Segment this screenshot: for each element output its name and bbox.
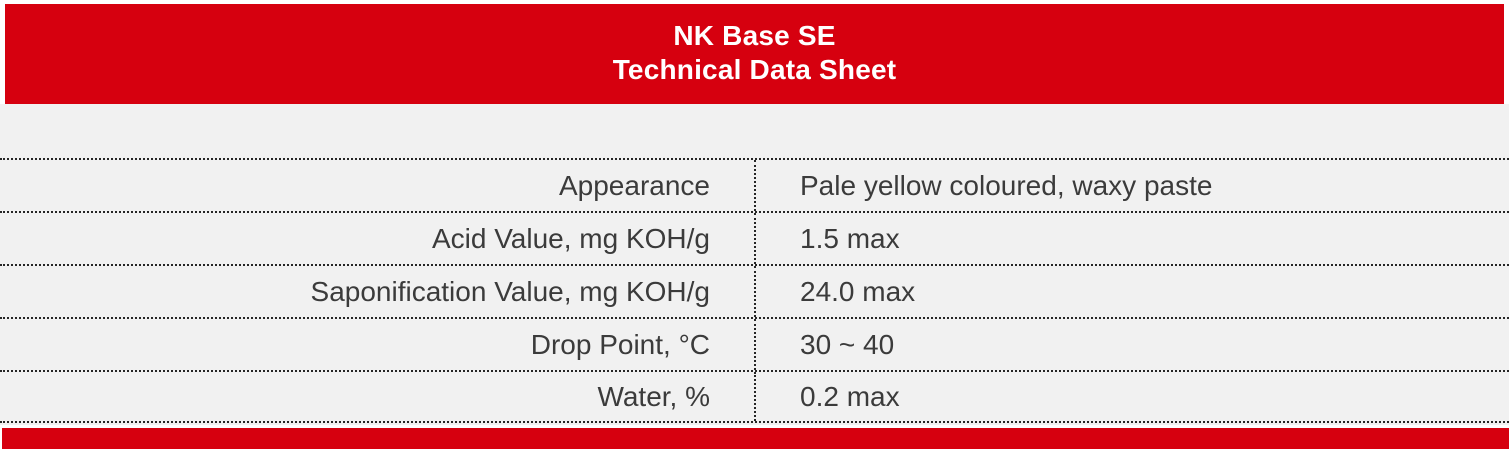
property-value: 30 ~ 40 <box>754 319 1509 370</box>
property-label: Drop Point, °C <box>530 328 710 360</box>
technical-data-sheet-page: NK Base SE Technical Data Sheet Appearan… <box>0 4 1509 450</box>
table-row-drop-point: Drop Point, °C 30 ~ 40 <box>0 317 1509 370</box>
content-area: Appearance Pale yellow coloured, waxy pa… <box>0 104 1509 425</box>
property-label: Water, % <box>597 380 710 412</box>
property-label: Saponification Value, mg KOH/g <box>310 275 710 307</box>
property-label: Appearance <box>558 169 710 201</box>
document-subtitle: Technical Data Sheet <box>612 54 897 85</box>
specification-table: Appearance Pale yellow coloured, waxy pa… <box>0 158 1509 423</box>
table-spacer <box>0 104 1509 158</box>
property-value: Pale yellow coloured, waxy paste <box>754 160 1509 211</box>
table-row-acid-value: Acid Value, mg KOH/g 1.5 max <box>0 211 1509 264</box>
table-row-appearance: Appearance Pale yellow coloured, waxy pa… <box>0 158 1509 211</box>
product-title: NK Base SE <box>673 20 836 51</box>
property-label: Acid Value, mg KOH/g <box>431 222 710 254</box>
header-banner: NK Base SE Technical Data Sheet <box>5 4 1504 104</box>
footer-accent-bar <box>2 428 1509 449</box>
table-row-saponification-value: Saponification Value, mg KOH/g 24.0 max <box>0 264 1509 317</box>
property-value: 1.5 max <box>754 213 1509 264</box>
table-row-water: Water, % 0.2 max <box>0 370 1509 423</box>
property-value: 0.2 max <box>754 372 1509 421</box>
property-value: 24.0 max <box>754 266 1509 317</box>
